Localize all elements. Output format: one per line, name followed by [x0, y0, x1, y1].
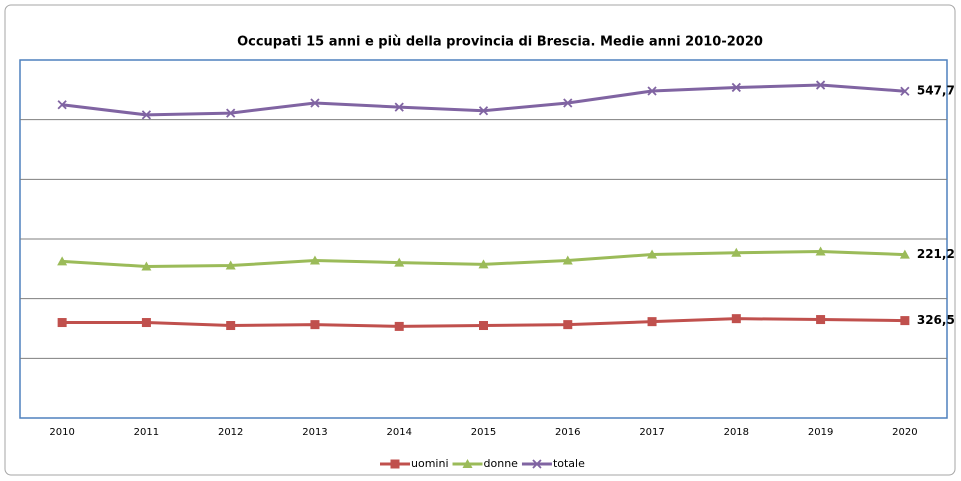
x-tick-label: 2013: [302, 427, 327, 438]
marker: [394, 102, 404, 112]
marker: [563, 320, 573, 330]
marker: [563, 98, 573, 108]
marker: [900, 86, 910, 96]
legend-item: totale: [521, 457, 585, 470]
data-label: 221,2: [917, 247, 955, 261]
marker: [731, 82, 741, 93]
legend-item: uomini: [380, 457, 449, 470]
x-tick-label: 2018: [724, 427, 749, 438]
marker: [478, 259, 489, 269]
marker: [226, 108, 236, 118]
x-tick-label: 2017: [639, 427, 664, 438]
marker: [815, 246, 826, 256]
marker: [57, 256, 68, 266]
marker: [141, 318, 151, 328]
marker: [562, 255, 573, 265]
marker: [141, 110, 152, 120]
marker: [731, 314, 741, 324]
marker: [310, 98, 320, 108]
marker: [731, 247, 742, 257]
chart-title: Occupati 15 anni e più della provincia d…: [237, 35, 763, 50]
x-tick-label: 2014: [387, 427, 412, 438]
marker: [479, 321, 488, 331]
x-tick-label: 2011: [134, 427, 159, 438]
x-tick-label: 2010: [49, 427, 74, 438]
x-tick-label: 2019: [808, 427, 833, 438]
marker: [647, 317, 657, 327]
data-label: 326,5: [917, 313, 955, 327]
marker: [899, 249, 910, 259]
marker: [647, 249, 658, 259]
marker: [478, 106, 489, 116]
marker: [309, 255, 320, 265]
legend-item: donne: [452, 457, 519, 470]
marker: [225, 260, 236, 270]
marker: [815, 80, 826, 90]
marker: [226, 321, 236, 331]
legend-marker: [462, 459, 473, 468]
legend-marker: [532, 459, 542, 469]
marker: [310, 320, 320, 330]
marker: [816, 315, 826, 325]
marker: [141, 261, 152, 271]
marker: [394, 321, 404, 331]
marker: [647, 86, 657, 96]
legend-label: donne: [484, 457, 519, 470]
marker: [57, 100, 67, 110]
x-tick-label: 2012: [218, 427, 243, 438]
legend-label: uomini: [411, 457, 449, 470]
x-tick-label: 2015: [471, 427, 496, 438]
x-tick-label: 2020: [892, 427, 917, 438]
marker: [900, 316, 910, 326]
x-tick-label: 2016: [555, 427, 580, 438]
legend-label: totale: [553, 457, 585, 470]
marker: [57, 318, 67, 328]
data-label: 547,7: [917, 84, 955, 98]
legend-marker: [390, 459, 400, 469]
marker: [394, 257, 405, 267]
